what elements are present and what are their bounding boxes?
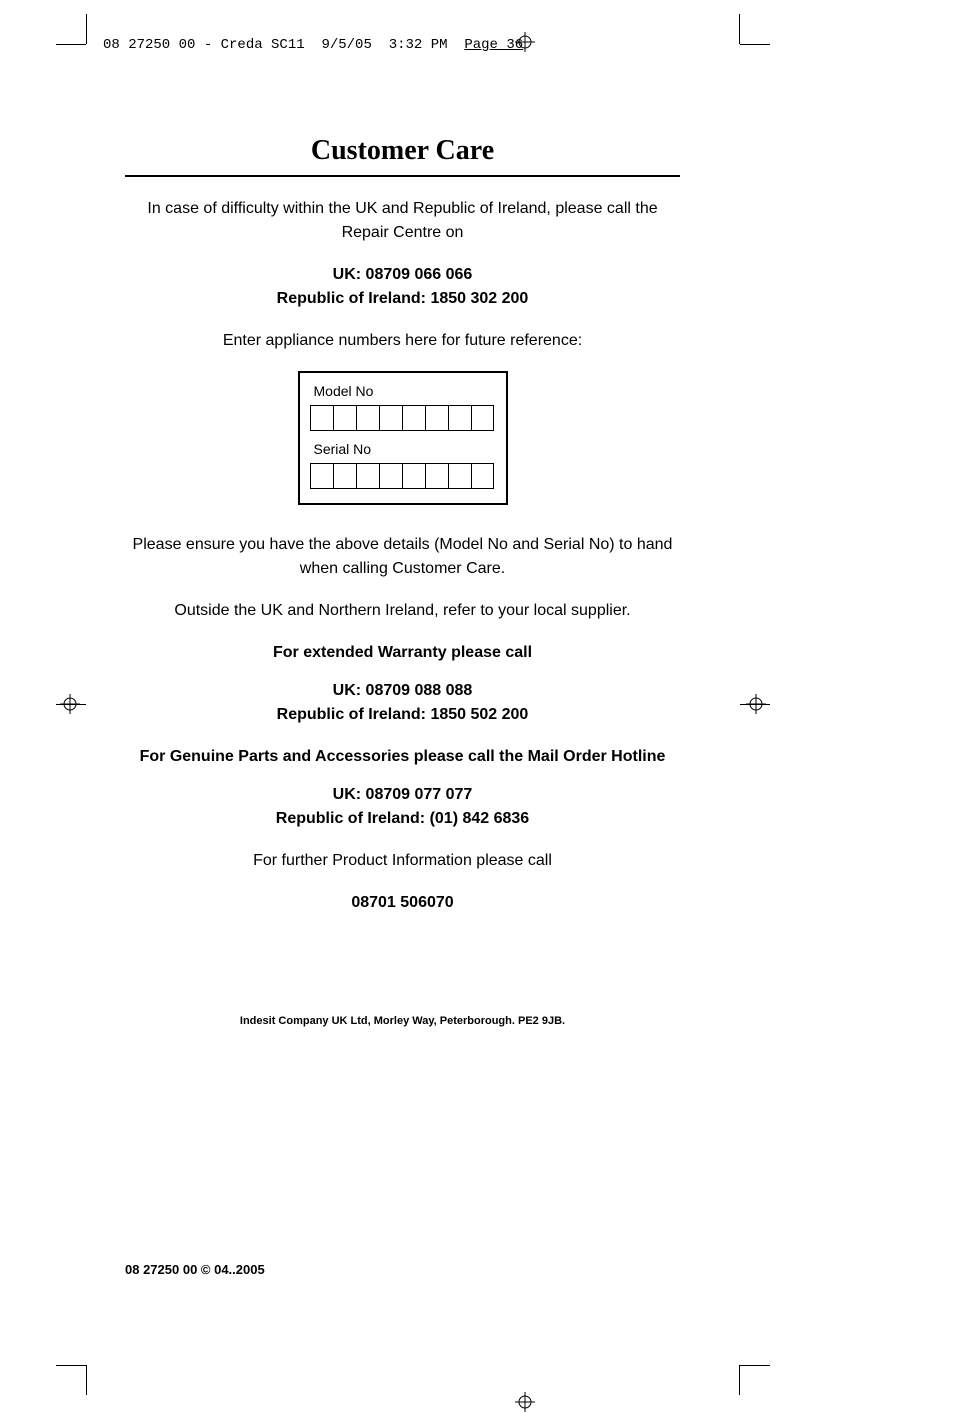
doc-page: Page 36: [464, 37, 523, 53]
repair-numbers: UK: 08709 066 066 Republic of Ireland: 1…: [125, 263, 680, 311]
crop-mark: [739, 1365, 740, 1395]
serial-cell[interactable]: [333, 463, 356, 489]
company-footer: Indesit Company UK Ltd, Morley Way, Pete…: [125, 1015, 680, 1027]
doc-date: 9/5/05: [321, 37, 371, 53]
model-cell[interactable]: [471, 405, 494, 431]
model-cell[interactable]: [333, 405, 356, 431]
outside-uk-text: Outside the UK and Northern Ireland, ref…: [125, 599, 680, 623]
warranty-heading: For extended Warranty please call: [125, 641, 680, 665]
model-cell[interactable]: [425, 405, 448, 431]
serial-cell[interactable]: [356, 463, 379, 489]
model-no-label: Model No: [314, 383, 496, 399]
crop-mark: [56, 44, 86, 45]
model-cell[interactable]: [402, 405, 425, 431]
crop-mark: [86, 1365, 87, 1395]
crop-mark: [740, 44, 770, 45]
intro-text: In case of difficulty within the UK and …: [125, 197, 680, 245]
serial-cell[interactable]: [425, 463, 448, 489]
registration-mark-icon: [515, 1392, 535, 1412]
parts-numbers: UK: 08709 077 077 Republic of Ireland: (…: [125, 783, 680, 831]
product-info-text: For further Product Information please c…: [125, 849, 680, 873]
crop-mark: [740, 1365, 770, 1366]
registration-mark-icon: [746, 694, 766, 714]
doc-time: 3:32 PM: [389, 37, 448, 53]
registration-mark-icon: [60, 694, 80, 714]
serial-cell[interactable]: [471, 463, 494, 489]
warranty-roi: Republic of Ireland: 1850 502 200: [125, 703, 680, 727]
parts-heading: For Genuine Parts and Accessories please…: [125, 745, 680, 769]
serial-cell[interactable]: [448, 463, 471, 489]
appliance-box: Model No Serial No: [298, 371, 508, 505]
model-cell[interactable]: [379, 405, 402, 431]
crop-mark: [739, 14, 740, 44]
parts-roi: Republic of Ireland: (01) 842 6836: [125, 807, 680, 831]
model-cell[interactable]: [448, 405, 471, 431]
page-title: Customer Care: [125, 135, 680, 167]
footer-doc-id: 08 27250 00 © 04..2005: [125, 1262, 265, 1277]
serial-no-label: Serial No: [314, 441, 496, 457]
serial-cell[interactable]: [310, 463, 333, 489]
product-info-number: 08701 506070: [125, 891, 680, 915]
crop-mark: [86, 14, 87, 44]
parts-uk: UK: 08709 077 077: [125, 783, 680, 807]
ensure-details-text: Please ensure you have the above details…: [125, 533, 680, 581]
model-cell[interactable]: [310, 405, 333, 431]
serial-cell[interactable]: [402, 463, 425, 489]
title-rule: [125, 175, 680, 177]
crop-mark: [56, 1365, 86, 1366]
serial-cell[interactable]: [379, 463, 402, 489]
serial-no-cells: [310, 463, 496, 489]
repair-uk: UK: 08709 066 066: [125, 263, 680, 287]
warranty-numbers: UK: 08709 088 088 Republic of Ireland: 1…: [125, 679, 680, 727]
model-no-cells: [310, 405, 496, 431]
repair-roi: Republic of Ireland: 1850 302 200: [125, 287, 680, 311]
page-content: Customer Care In case of difficulty with…: [125, 135, 680, 1027]
doc-id: 08 27250 00 - Creda SC11: [103, 37, 305, 53]
print-header: 08 27250 00 - Creda SC11 9/5/05 3:32 PM …: [103, 37, 523, 53]
model-cell[interactable]: [356, 405, 379, 431]
warranty-uk: UK: 08709 088 088: [125, 679, 680, 703]
enter-numbers-text: Enter appliance numbers here for future …: [125, 329, 680, 353]
